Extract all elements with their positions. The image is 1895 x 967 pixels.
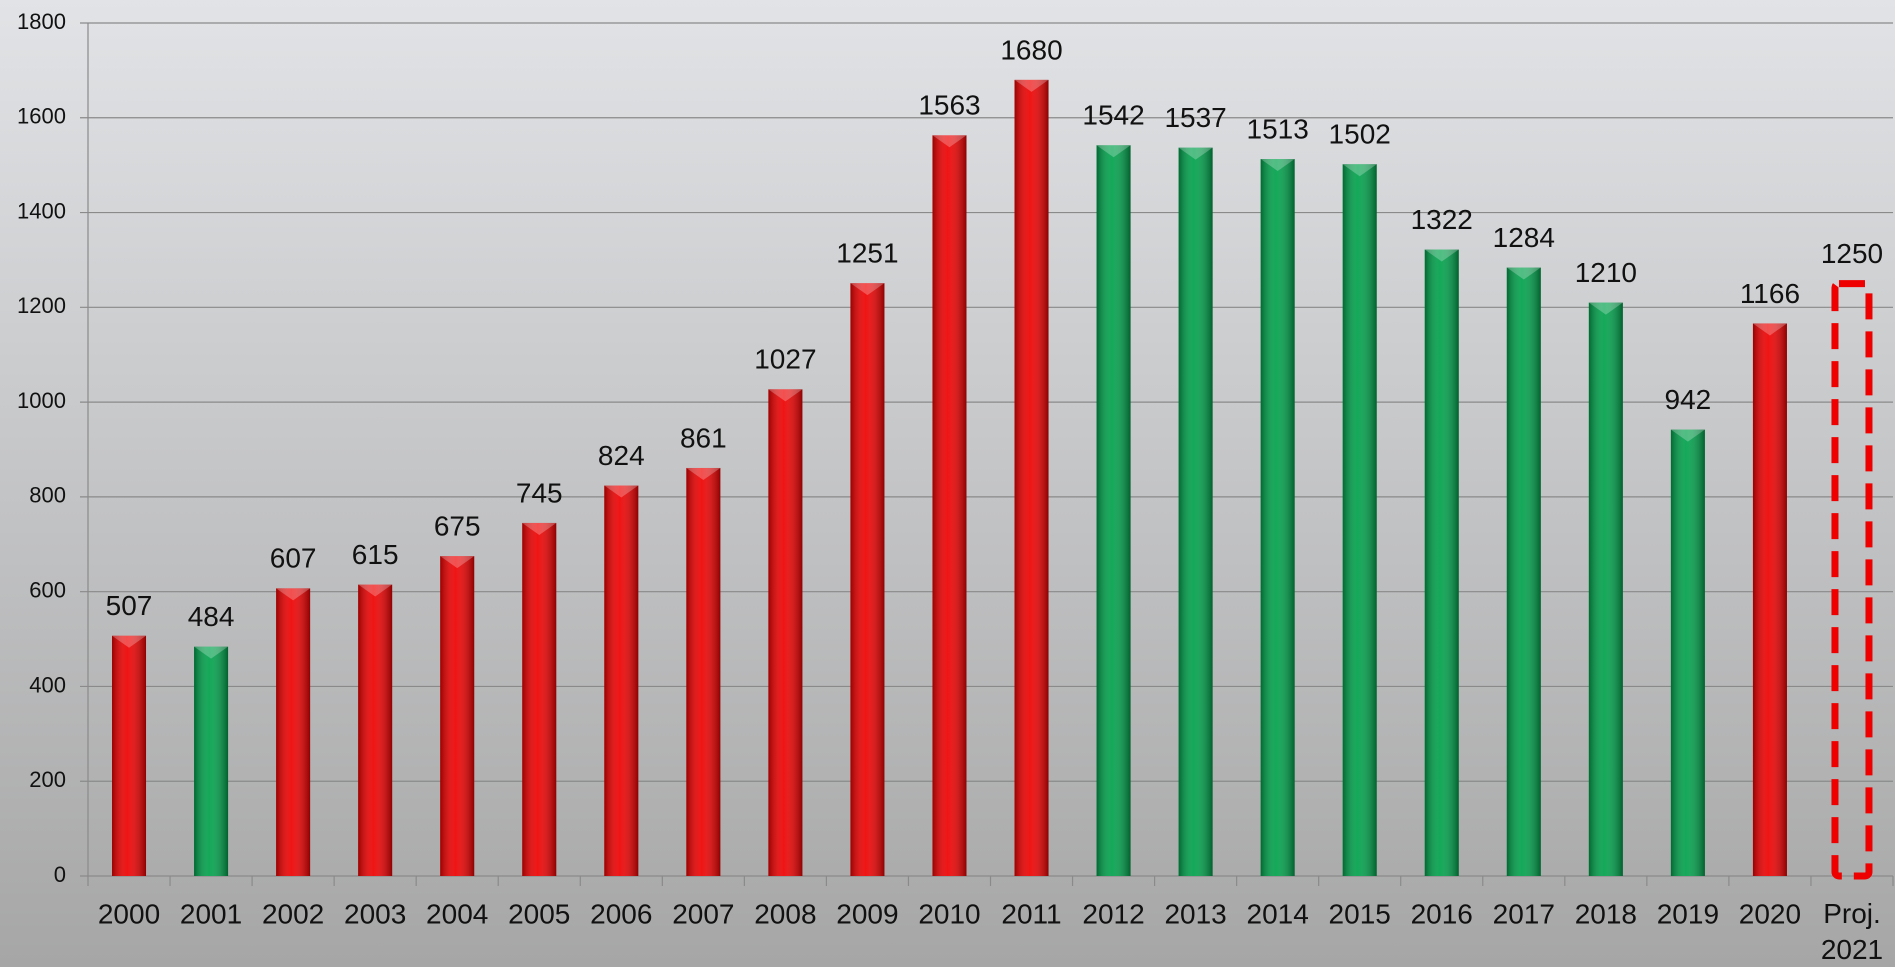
data-label: 1502 [1329,119,1391,150]
x-tick-label: 2002 [262,898,324,929]
bar-bevel [1588,302,1623,315]
bar-bevel [358,584,393,597]
x-tick-label: 2017 [1493,898,1555,929]
x-tick-label: 2008 [754,898,816,929]
bar-shade [1342,164,1377,877]
x-tick-label: 2013 [1164,898,1226,929]
bar-bevel [604,485,639,498]
bar-shade [1670,429,1705,876]
x-tick-label: 2004 [426,898,488,929]
x-tick-label: 2020 [1739,898,1801,929]
bar-shade [1752,323,1787,876]
x-tick-label: 2019 [1657,898,1719,929]
y-tick-label: 600 [29,577,66,602]
bar-shade [1588,302,1623,876]
y-tick-label: 1000 [17,388,66,413]
data-label: 745 [516,477,563,508]
data-label: 942 [1665,384,1712,415]
data-label: 1542 [1082,100,1144,131]
y-tick-label: 1600 [17,104,66,129]
bar-bevel [1342,164,1377,177]
data-label: 1251 [836,238,898,269]
data-label: 1210 [1575,257,1637,288]
y-tick-label: 0 [54,862,66,887]
data-label: 1322 [1411,204,1473,235]
data-label: 1027 [754,344,816,375]
y-tick-label: 800 [29,483,66,508]
x-tick-label: 2003 [344,898,406,929]
bar-bevel [686,467,721,480]
data-label: 1563 [918,90,980,121]
x-tick-label: 2018 [1575,898,1637,929]
bar-bevel [1506,267,1541,280]
data-label: 824 [598,440,645,471]
bar-shade [850,283,885,876]
bar-bevel [276,588,311,601]
bar-bevel [522,522,557,535]
bar-shade [1014,79,1049,876]
x-tick-label: 2016 [1411,898,1473,929]
data-label: 1513 [1247,113,1309,144]
x-tick-label: 2014 [1247,898,1309,929]
bar-bevel [440,556,475,569]
x-tick-label: 2007 [672,898,734,929]
data-label: 1680 [1000,34,1062,65]
bar-bevel [1178,147,1213,160]
bar-bevel [1014,79,1049,92]
data-label: 1537 [1164,102,1226,133]
bar-shade [1424,249,1459,876]
bar-bevel [932,135,967,148]
data-label: 861 [680,422,727,453]
x-tick-label: 2001 [180,898,242,929]
bar-bevel [112,635,147,648]
x-tick-label: 2006 [590,898,652,929]
bar-shade [112,635,147,876]
bar-bevel [1096,145,1131,158]
data-label: 607 [270,543,317,574]
x-tick-label: 2012 [1082,898,1144,929]
y-tick-label: 400 [29,672,66,697]
x-tick-label: 2015 [1329,898,1391,929]
bar-bevel [768,389,803,402]
bar-shade [1178,147,1213,876]
bar-bevel [1260,159,1295,172]
bar-shade [1096,145,1131,877]
bar-shade [768,389,803,876]
bar-shade [604,485,639,876]
x-tick-label: 2000 [98,898,160,929]
data-label: 1250 [1821,238,1883,269]
bar-shade [522,522,557,876]
x-tick-label: 2009 [836,898,898,929]
bar-shade [276,588,311,876]
x-tick-label: Proj. 2021 [1821,898,1883,965]
x-tick-label: 2011 [1001,898,1061,929]
data-label: 484 [188,601,235,632]
y-tick-label: 1800 [17,9,66,34]
bar-bevel [1752,323,1787,336]
bar-bevel [194,646,229,659]
bar-bevel [1424,249,1459,262]
y-tick-label: 1200 [17,293,66,318]
bar-shade [358,584,393,876]
x-tick-label: 2010 [918,898,980,929]
y-tick-label: 200 [29,767,66,792]
y-tick-label: 1400 [17,198,66,223]
data-label: 1284 [1493,222,1555,253]
bar-bevel [850,283,885,296]
data-label: 675 [434,511,481,542]
bar-shade [1506,267,1541,876]
bar-bevel [1670,429,1705,442]
bar [1831,280,1873,880]
data-label: 1166 [1740,278,1800,309]
bar-shade [194,646,229,876]
data-label: 615 [352,539,399,570]
bar-shade [932,135,967,877]
x-tick-label: 2005 [508,898,570,929]
bar-shade [1260,159,1295,876]
bar-shade [440,556,475,876]
bar-shade [686,467,721,876]
data-label: 507 [106,590,153,621]
